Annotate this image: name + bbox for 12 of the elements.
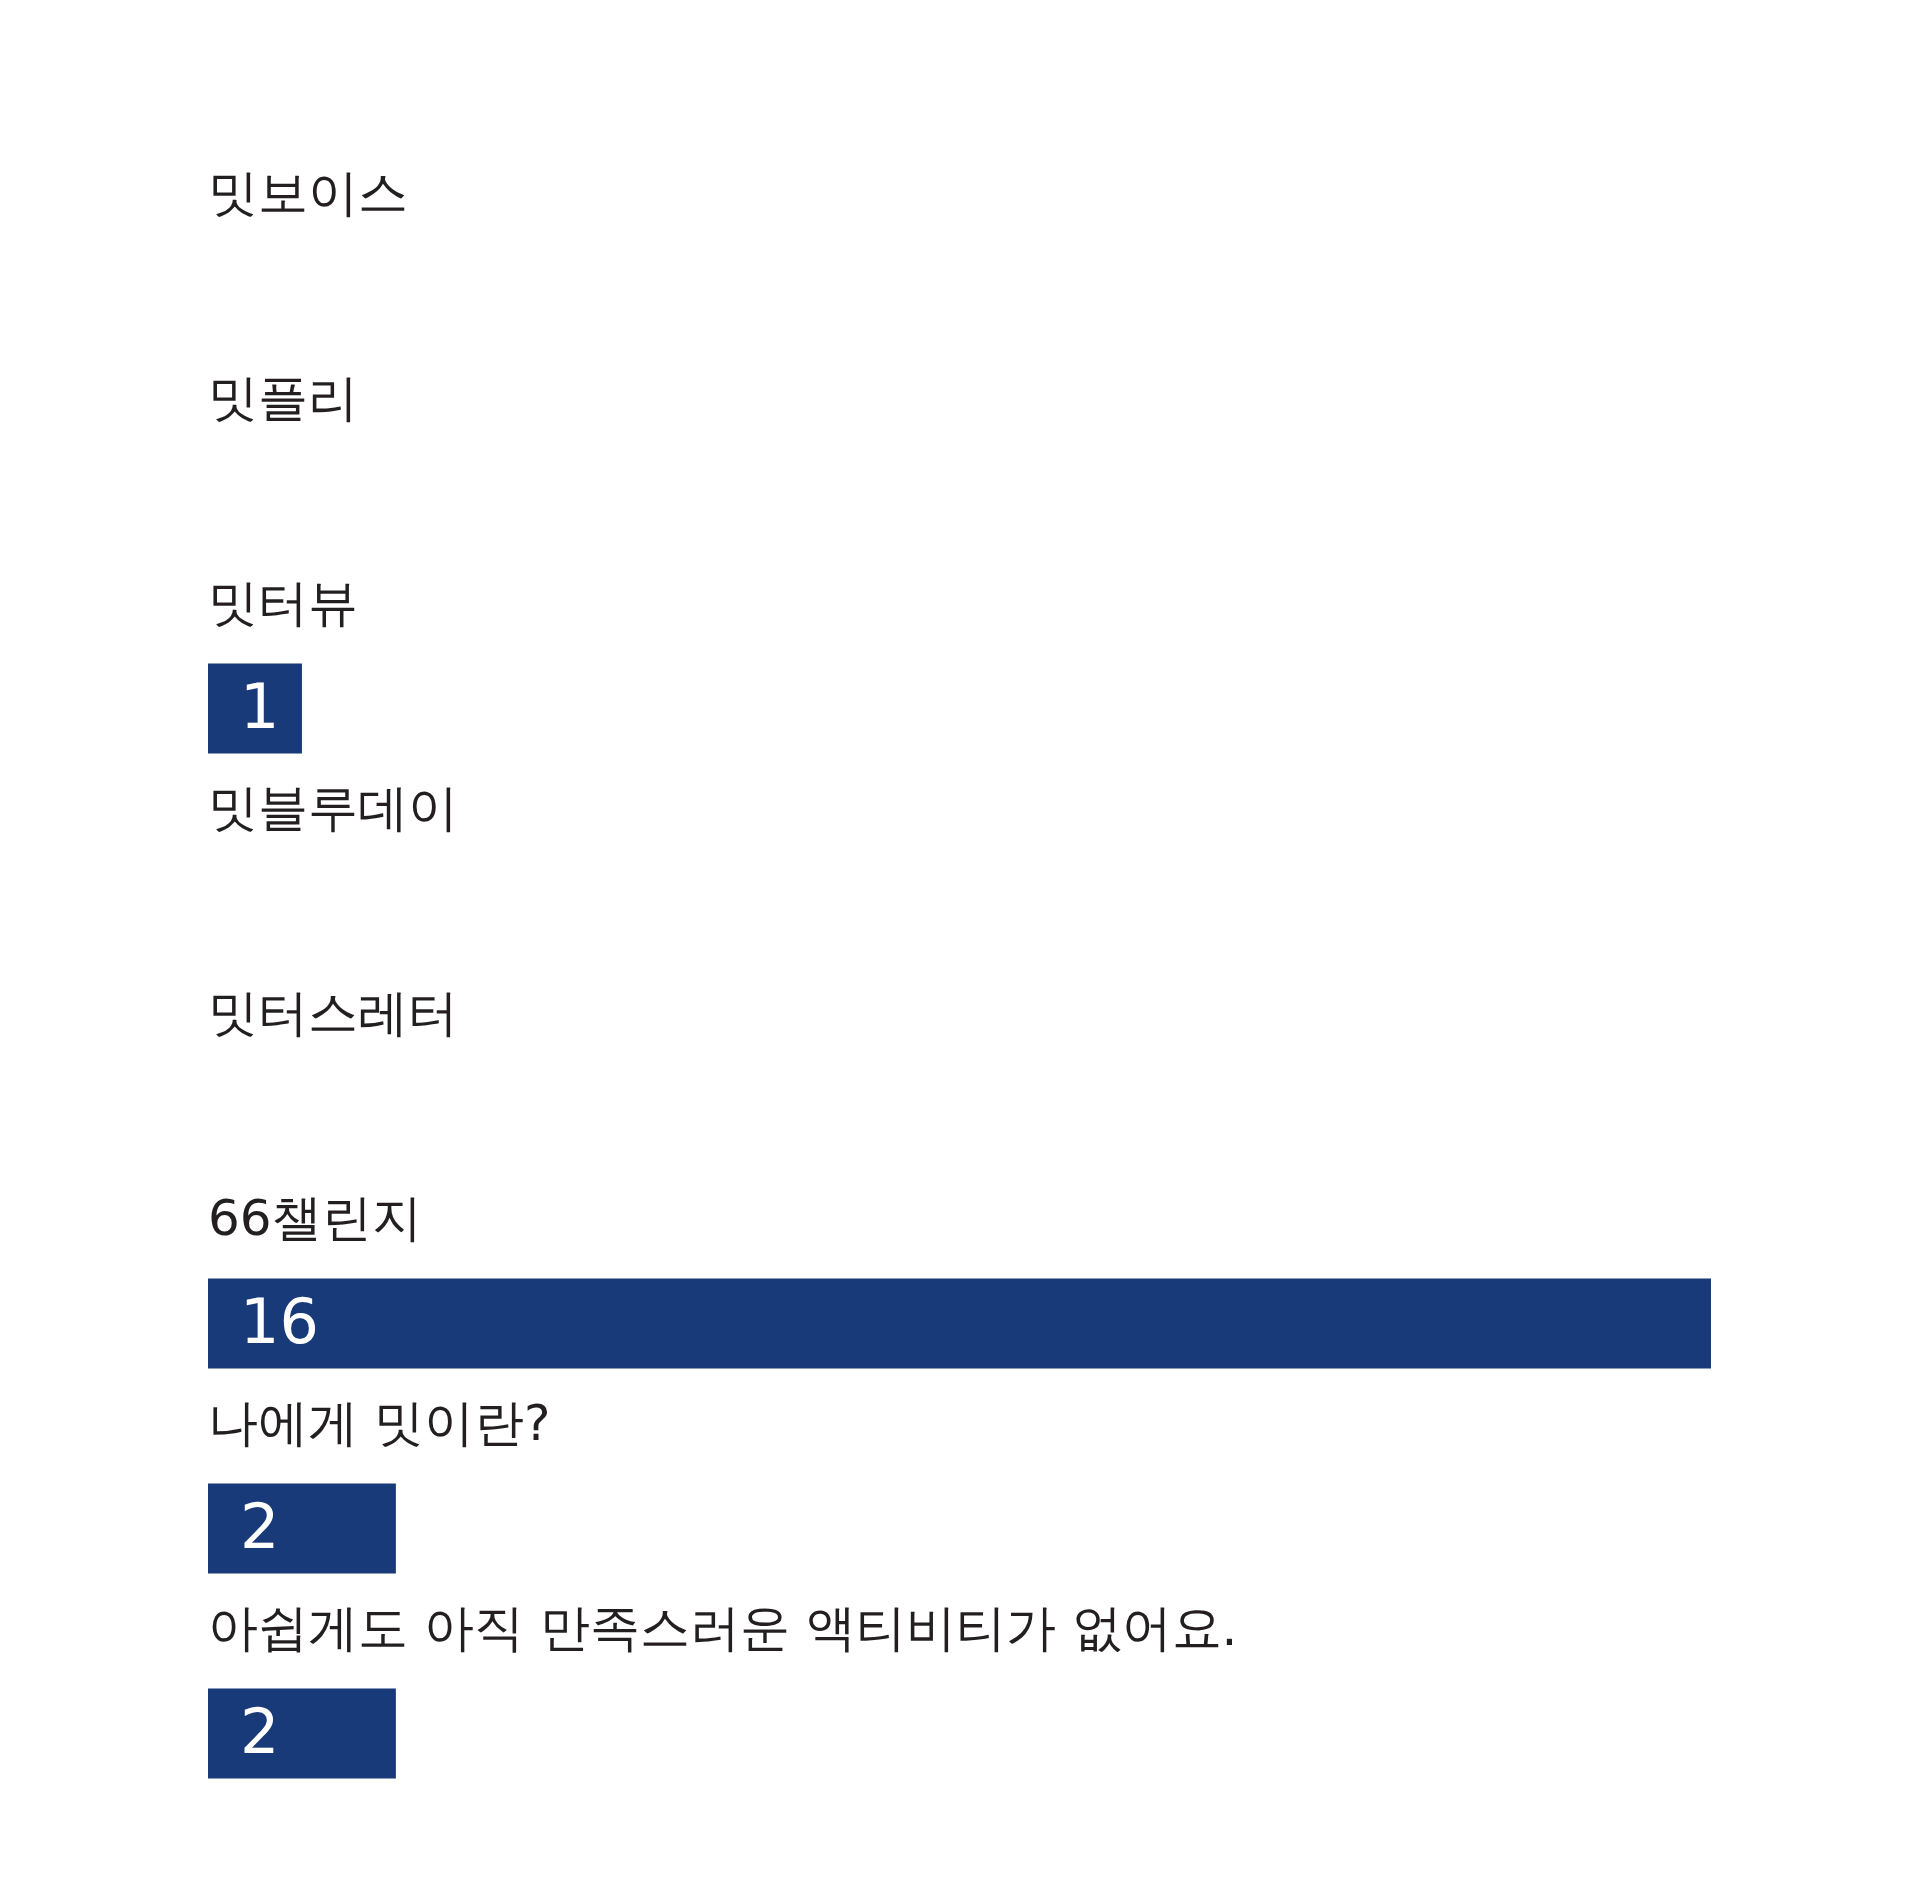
data-label: 2 (240, 1489, 280, 1563)
y-tick-label: 밋터뷰 (208, 573, 358, 632)
y-tick-label: 아쉽게도 아직 만족스러운 액티비티가 없어요. (208, 1598, 1238, 1657)
y-tick-label: 66챌린지 (208, 1188, 422, 1247)
y-tick-label: 밋보이스 (208, 163, 408, 222)
y-tick-label: 밋플리 (208, 368, 358, 427)
data-label: 16 (240, 1284, 319, 1358)
y-tick-label: 밋블루데이 (208, 778, 458, 837)
y-tick-label: 나에게 밋이란? (208, 1393, 551, 1452)
data-label: 1 (240, 669, 280, 743)
y-tick-label: 밋터스레터 (208, 983, 458, 1042)
data-label: 2 (240, 1694, 280, 1768)
